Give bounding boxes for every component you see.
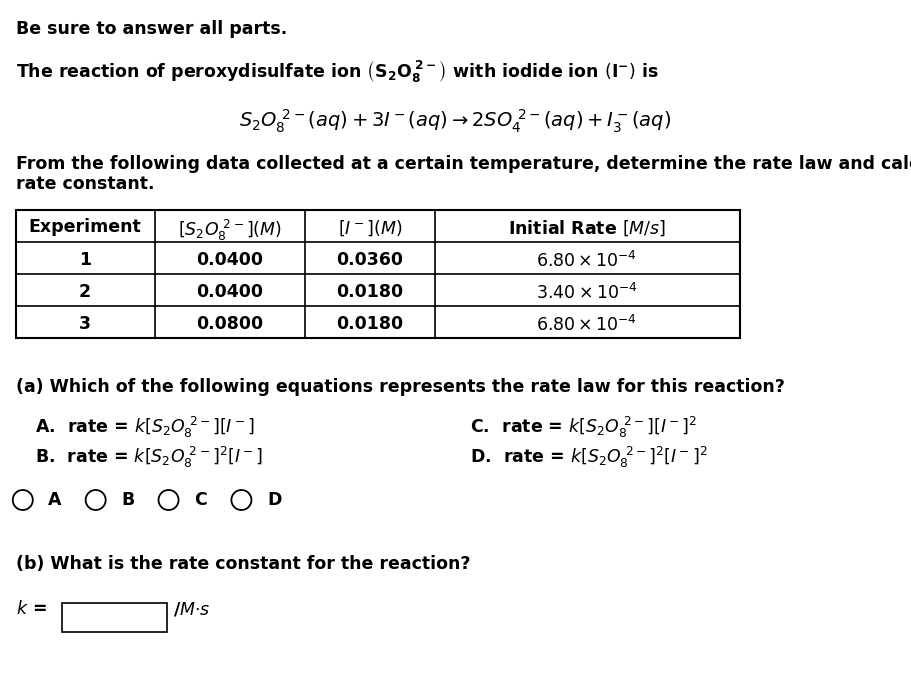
Text: 0.0180: 0.0180 — [336, 315, 404, 333]
Text: 0.0180: 0.0180 — [336, 283, 404, 301]
Text: 0.0400: 0.0400 — [197, 251, 263, 269]
Text: Experiment: Experiment — [28, 218, 141, 236]
Text: From the following data collected at a certain temperature, determine the rate l: From the following data collected at a c… — [16, 155, 911, 173]
Text: C: C — [194, 491, 207, 509]
Text: D.  rate = $k[S_2O_8^{\ 2-}]^2[I^-]^2$: D. rate = $k[S_2O_8^{\ 2-}]^2[I^-]^2$ — [470, 445, 708, 470]
Text: $3.40 \times 10^{-4}$: $3.40 \times 10^{-4}$ — [537, 283, 638, 303]
Text: 0.0360: 0.0360 — [336, 251, 404, 269]
Text: 0.0800: 0.0800 — [197, 315, 263, 333]
Text: The reaction of peroxydisulfate ion $\mathbf{\left(S_2O_8^{\ 2-}\right)}$ with i: The reaction of peroxydisulfate ion $\ma… — [16, 58, 659, 84]
Text: B: B — [121, 491, 135, 509]
Text: A.  rate = $k[S_2O_8^{\ 2-}][I^-]$: A. rate = $k[S_2O_8^{\ 2-}][I^-]$ — [35, 415, 255, 440]
Text: $[S_2O_8^{\ 2-}](M)$: $[S_2O_8^{\ 2-}](M)$ — [178, 218, 281, 243]
Text: (a) Which of the following equations represents the rate law for this reaction?: (a) Which of the following equations rep… — [16, 378, 785, 396]
Bar — [62, 603, 167, 632]
Text: $[I^-](M)$: $[I^-](M)$ — [338, 218, 402, 238]
Text: B.  rate = $k[S_2O_8^{\ 2-}]^2[I^-]$: B. rate = $k[S_2O_8^{\ 2-}]^2[I^-]$ — [35, 445, 263, 470]
Text: 2: 2 — [79, 283, 91, 301]
Text: $6.80 \times 10^{-4}$: $6.80 \times 10^{-4}$ — [537, 315, 638, 335]
Text: $k$ =: $k$ = — [16, 600, 46, 618]
Text: /$\mathit{M}{\cdot}s$: /$\mathit{M}{\cdot}s$ — [173, 600, 210, 618]
Text: A: A — [48, 491, 62, 509]
Text: 3: 3 — [79, 315, 91, 333]
Bar — [16, 210, 740, 338]
Text: $S_2O_8^{\ 2-}(aq) + 3I^-(aq) \rightarrow 2SO_4^{\ 2-}(aq) + I_3^-(aq)$: $S_2O_8^{\ 2-}(aq) + 3I^-(aq) \rightarro… — [240, 108, 671, 135]
Text: D: D — [267, 491, 281, 509]
Text: C.  rate = $k[S_2O_8^{\ 2-}][I^-]^2$: C. rate = $k[S_2O_8^{\ 2-}][I^-]^2$ — [470, 415, 698, 440]
Text: Initial Rate $[M/s]$: Initial Rate $[M/s]$ — [508, 218, 666, 238]
Text: 1: 1 — [79, 251, 91, 269]
Text: (b) What is the rate constant for the reaction?: (b) What is the rate constant for the re… — [16, 555, 470, 573]
Text: rate constant.: rate constant. — [16, 175, 155, 193]
Text: $6.80 \times 10^{-4}$: $6.80 \times 10^{-4}$ — [537, 251, 638, 271]
Text: 0.0400: 0.0400 — [197, 283, 263, 301]
Text: Be sure to answer all parts.: Be sure to answer all parts. — [16, 20, 287, 38]
